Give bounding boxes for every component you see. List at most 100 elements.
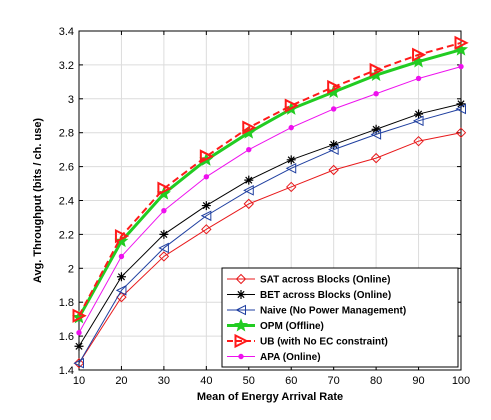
data-point (76, 330, 82, 336)
series-line (78, 103, 462, 347)
x-tick-label: 30 (158, 375, 170, 387)
x-tick-label: 50 (243, 375, 255, 387)
data-point (369, 67, 384, 82)
series-1 (73, 127, 467, 369)
data-point (116, 272, 126, 282)
data-point (156, 186, 171, 200)
data-point (330, 106, 337, 112)
y-tick-label: 2.8 (59, 128, 74, 140)
data-point (373, 91, 379, 97)
legend: SAT across Blocks (Online) BET across Blo… (221, 267, 459, 368)
data-point (234, 333, 249, 349)
data-point (415, 75, 422, 82)
y-tick-label: 2.6 (59, 162, 74, 174)
y-tick-label: 2.2 (59, 229, 74, 241)
series-2 (74, 99, 466, 351)
x-tick-label: 90 (412, 375, 424, 387)
series-6 (76, 63, 464, 336)
legend-label: SAT across Blocks (Online) (260, 275, 390, 286)
data-point (370, 129, 382, 140)
y-tick-label: 3.4 (59, 26, 74, 38)
series-line (78, 41, 462, 317)
legend-entry: Naive (No Power Management) (227, 304, 406, 317)
data-point (158, 251, 170, 262)
legend-box (221, 267, 459, 368)
data-point (284, 98, 299, 113)
data-point (286, 155, 296, 165)
axis-ticks: 10 20 30 40 50 60 70 80 90 100 1.4 1.6 1.8 2 2.2 2.4 2.6… (59, 26, 470, 387)
data-point (201, 224, 212, 235)
data-point (235, 273, 247, 285)
data-point (158, 242, 169, 254)
x-tick-label: 100 (452, 375, 470, 387)
data-point (370, 152, 382, 164)
legend-label: OPM (Offline) (260, 321, 324, 332)
legend-label: Naive (No Power Management) (260, 306, 406, 317)
data-point (200, 210, 212, 222)
data-point (412, 47, 427, 62)
data-point (369, 62, 384, 78)
series-layer (71, 35, 469, 369)
legend-entry: UB (with No EC constraint) (227, 333, 388, 349)
data-point (233, 318, 249, 332)
series-3 (73, 103, 466, 369)
data-point (236, 290, 246, 299)
data-point (329, 140, 339, 150)
legend-entry: BET across Blocks (Online) (227, 290, 391, 301)
legend-label: BET across Blocks (Online) (260, 290, 391, 301)
data-point (414, 109, 424, 119)
data-point (242, 120, 257, 135)
data-point (161, 207, 167, 214)
x-tick-label: 80 (370, 375, 382, 387)
data-point (286, 181, 297, 193)
data-point (328, 164, 339, 176)
data-point (203, 174, 210, 180)
series-line (78, 108, 462, 364)
series-line (78, 132, 462, 364)
x-tick-label: 70 (328, 375, 340, 387)
data-point (244, 175, 254, 185)
y-tick-label: 2.4 (59, 196, 74, 208)
data-point (238, 353, 244, 360)
data-point (371, 124, 381, 134)
legend-entry: OPM (Offline) (227, 318, 324, 332)
data-point (114, 228, 130, 244)
x-tick-label: 60 (285, 375, 297, 387)
x-tick-label: 40 (200, 375, 212, 387)
data-point (454, 35, 469, 50)
legend-label: APA (Online) (260, 352, 321, 363)
data-point (115, 285, 127, 296)
x-tick-label: 20 (115, 375, 127, 387)
data-point (72, 308, 87, 323)
y-axis-label: Avg. Throughput (bits / ch. use) (32, 118, 44, 284)
y-tick-label: 1.4 (59, 365, 74, 377)
data-point (328, 144, 339, 155)
data-point (159, 229, 169, 239)
data-point (157, 181, 172, 196)
data-point (235, 304, 246, 316)
data-point (458, 63, 464, 70)
data-point (412, 115, 424, 127)
y-tick-label: 1.6 (59, 331, 74, 343)
data-point (327, 79, 342, 95)
data-point (74, 341, 84, 351)
series-5 (72, 35, 469, 323)
data-point (73, 357, 84, 369)
y-tick-label: 2 (68, 263, 74, 275)
data-point (413, 135, 424, 147)
y-tick-label: 3 (68, 94, 74, 106)
data-point (73, 358, 85, 369)
legend-entry: SAT across Blocks (Online) (227, 273, 390, 286)
data-point (456, 99, 466, 109)
legend-entry: APA (Online) (227, 352, 321, 363)
data-point (288, 124, 294, 131)
data-point (114, 233, 129, 248)
data-point (118, 253, 125, 260)
data-point (246, 146, 252, 153)
data-point (243, 185, 254, 196)
data-point (201, 201, 211, 211)
data-point (326, 84, 341, 98)
x-tick-label: 10 (73, 375, 85, 387)
x-axis-label: Mean of Energy Arrival Rate (197, 391, 343, 403)
